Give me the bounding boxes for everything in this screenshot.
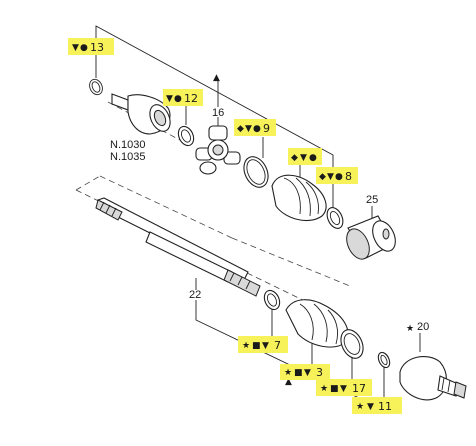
label-ref-n1035: N.1035 — [110, 151, 145, 163]
label-part-22: 22 — [189, 289, 201, 301]
svg-text:8: 8 — [345, 170, 352, 183]
triangle-down-icon: ▼ — [340, 384, 347, 394]
callout-boot: ◆ ▼ ● — [288, 148, 322, 165]
label-ref-n1030: N.1030 — [110, 139, 145, 151]
triangle-down-icon: ▼ — [327, 172, 334, 182]
diamond-icon: ◆ — [291, 153, 298, 163]
star-icon: ★ — [406, 324, 414, 334]
clamp-9 — [243, 156, 269, 188]
up-arrow-icon: ▲ — [213, 73, 220, 83]
outer-boot — [285, 299, 349, 348]
label-part-16: 16 — [212, 107, 224, 119]
svg-text:17: 17 — [352, 382, 366, 395]
circle-icon: ● — [80, 43, 88, 53]
star-icon: ★ — [284, 368, 292, 378]
clamp-17 — [340, 329, 364, 359]
triangle-down-icon: ▼ — [166, 94, 173, 104]
outer-cv-joint-20 — [399, 356, 467, 401]
triangle-down-icon: ▼ — [262, 341, 269, 351]
circlip-11 — [377, 351, 391, 369]
clamp-8 — [326, 207, 344, 229]
outer-joint — [111, 93, 171, 135]
triangle-down-icon: ▼ — [300, 153, 307, 163]
square-icon: ■ — [252, 341, 261, 351]
callout-3: ★ ■ ▼ 3 — [280, 364, 330, 380]
callout-7: ★ ■ ▼ 7 — [238, 336, 288, 353]
star-icon: ★ — [320, 384, 328, 394]
circlip-13 — [89, 78, 103, 96]
diamond-icon: ◆ — [319, 172, 326, 182]
diamond-icon: ◆ — [237, 124, 244, 134]
svg-text:13: 13 — [90, 41, 104, 54]
star-icon: ★ — [356, 402, 364, 412]
circle-icon: ● — [253, 124, 261, 134]
tripod-16 — [195, 125, 241, 175]
label-part-20: 20 — [417, 321, 429, 333]
svg-text:7: 7 — [274, 339, 281, 352]
driveshaft-22 — [95, 197, 261, 297]
star-icon: ★ — [242, 341, 250, 351]
triangle-down-icon: ▼ — [304, 368, 311, 378]
label-part-25: 25 — [366, 194, 378, 206]
callout-12: ▼ ● 12 — [163, 89, 203, 106]
triangle-down-icon: ▼ — [72, 43, 79, 53]
callout-11: ★ ▼ 11 — [352, 397, 402, 414]
callout-9: ◆ ▼ ● 9 — [234, 119, 276, 136]
triangle-down-icon: ▼ — [245, 124, 252, 134]
up-arrow-icon: ▲ — [285, 377, 292, 387]
ring-12 — [177, 125, 195, 147]
triangle-down-icon: ▼ — [367, 402, 374, 412]
inner-boot — [271, 174, 327, 221]
circle-icon: ● — [309, 153, 317, 163]
callout-8: ◆ ▼ ● 8 — [316, 167, 358, 184]
svg-text:11: 11 — [378, 400, 392, 413]
callout-17: ★ ■ ▼ 17 — [316, 379, 372, 396]
housing-25 — [346, 215, 396, 260]
svg-text:3: 3 — [316, 366, 323, 379]
circlip-7 — [263, 289, 281, 311]
svg-text:9: 9 — [263, 122, 270, 135]
svg-text:12: 12 — [184, 92, 198, 105]
circle-icon: ● — [174, 94, 182, 104]
plain-labels: ▲ 16 N.1030 N.1035 25 22 ★ 20 ▲ — [110, 73, 429, 387]
callout-13: ▼ ● 13 — [68, 38, 114, 55]
square-icon: ■ — [330, 384, 339, 394]
circle-icon: ● — [335, 172, 343, 182]
square-icon: ■ — [294, 368, 303, 378]
